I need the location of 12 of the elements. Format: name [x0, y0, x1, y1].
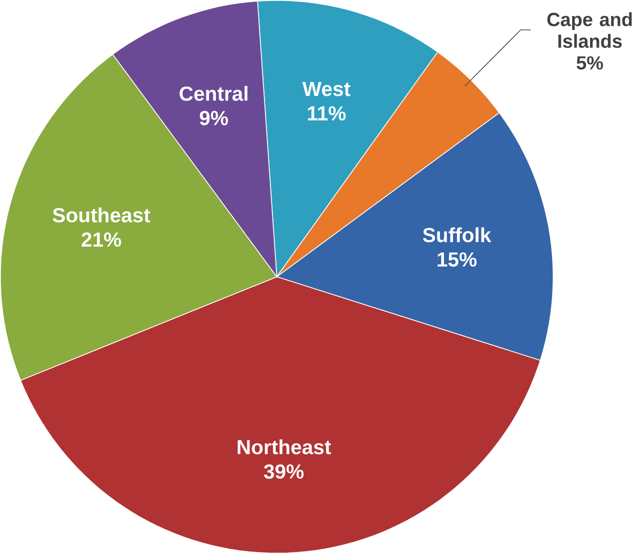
- data-label: 39%: [264, 464, 304, 479]
- slice-label: Suffolk: [422, 228, 492, 242]
- slice-label: Northeast: [238, 440, 331, 455]
- slice-label: Southeast: [52, 208, 150, 223]
- slice-label: Cape and Islands: [547, 12, 632, 48]
- slice-label: Central: [180, 86, 248, 102]
- data-label: 9%: [200, 111, 228, 126]
- slice-label: West: [302, 82, 350, 96]
- data-label: 11%: [308, 106, 346, 121]
- data-label: 21%: [82, 232, 122, 247]
- data-label: 15%: [438, 252, 477, 267]
- data-label: 5%: [576, 56, 603, 70]
